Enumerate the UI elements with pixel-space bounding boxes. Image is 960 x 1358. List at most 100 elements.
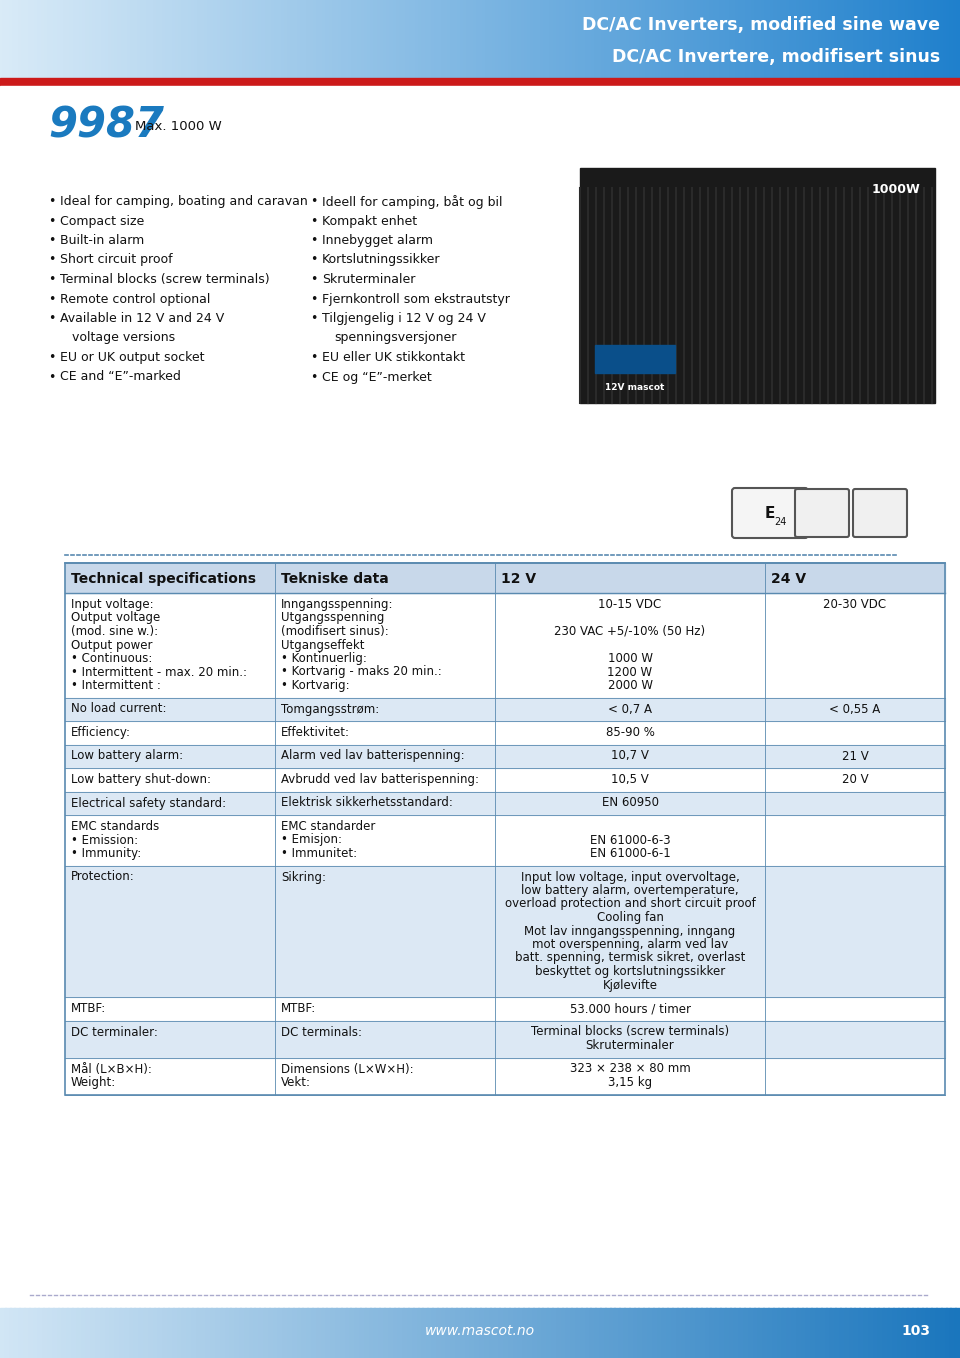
Bar (909, 0, 913, 77)
Text: batt. spenning, termisk sikret, overlast: batt. spenning, termisk sikret, overlast (515, 952, 745, 964)
Bar (266, 0, 270, 77)
Bar (156, 0, 161, 77)
Bar (343, 0, 347, 77)
Bar (660, 0, 663, 77)
Bar (919, 0, 923, 77)
Bar (926, 1308, 932, 1358)
Bar (391, 0, 395, 77)
Text: EN 60950: EN 60950 (602, 797, 659, 809)
Text: Input low voltage, input overvoltage,: Input low voltage, input overvoltage, (520, 870, 739, 884)
Text: •: • (310, 273, 318, 287)
Bar (816, 0, 820, 77)
Text: Input voltage:: Input voltage: (71, 598, 154, 611)
Bar (538, 0, 541, 77)
Bar (809, 0, 814, 77)
Bar (0, 0, 4, 77)
Bar (867, 0, 872, 77)
Bar (202, 1308, 207, 1358)
Text: Compact size: Compact size (60, 215, 144, 228)
Bar (374, 0, 378, 77)
Bar (694, 0, 699, 77)
Bar (525, 0, 529, 77)
Bar (922, 1308, 927, 1358)
Bar (496, 0, 500, 77)
Bar (12, 0, 17, 77)
Bar (547, 0, 551, 77)
Bar (339, 0, 344, 77)
Text: spenningsversjoner: spenningsversjoner (334, 331, 456, 345)
Bar (180, 0, 183, 77)
Bar (490, 1308, 495, 1358)
Bar (125, 0, 129, 77)
Bar (557, 0, 561, 77)
Bar (924, 0, 929, 77)
Text: Inngangsspenning:: Inngangsspenning: (281, 598, 394, 611)
Bar (758, 1308, 764, 1358)
Text: EU or UK output socket: EU or UK output socket (60, 350, 204, 364)
Bar (302, 1308, 308, 1358)
Text: Short circuit proof: Short circuit proof (60, 254, 173, 266)
Text: MTBF:: MTBF: (71, 1002, 107, 1014)
Bar (686, 1308, 692, 1358)
Bar (813, 0, 817, 77)
Bar (300, 0, 305, 77)
Bar (221, 0, 225, 77)
Text: Terminal blocks (screw terminals): Terminal blocks (screw terminals) (60, 273, 270, 287)
Bar (566, 0, 570, 77)
Bar (166, 0, 171, 77)
Bar (365, 0, 369, 77)
Bar (199, 0, 203, 77)
Bar (902, 0, 906, 77)
Text: Effektivitet:: Effektivitet: (281, 727, 350, 739)
Bar (650, 0, 654, 77)
Bar (228, 0, 231, 77)
Bar (955, 1308, 960, 1358)
Bar (110, 1308, 116, 1358)
Text: EN 61000-6-1: EN 61000-6-1 (589, 847, 670, 860)
Bar (608, 0, 612, 77)
Bar (53, 1308, 59, 1358)
Bar (720, 1308, 726, 1358)
Bar (352, 0, 356, 77)
Bar (160, 0, 164, 77)
Bar (60, 0, 65, 77)
Bar (845, 0, 849, 77)
Bar (665, 0, 670, 77)
Text: (modifisert sinus):: (modifisert sinus): (281, 625, 389, 638)
Bar (355, 1308, 361, 1358)
Bar (708, 0, 711, 77)
Bar (317, 1308, 323, 1358)
Bar (854, 1308, 860, 1358)
Bar (86, 1308, 92, 1358)
Text: 53.000 hours / timer: 53.000 hours / timer (569, 1002, 690, 1014)
Bar (732, 0, 737, 77)
Bar (96, 0, 100, 77)
Bar (422, 1308, 428, 1358)
Bar (754, 1308, 759, 1358)
Bar (586, 0, 589, 77)
Bar (70, 0, 75, 77)
Bar (72, 1308, 78, 1358)
Text: •: • (310, 234, 318, 247)
Bar (948, 0, 951, 77)
Bar (326, 1308, 332, 1358)
Bar (243, 0, 248, 77)
Bar (778, 1308, 783, 1358)
Bar (672, 0, 676, 77)
Bar (178, 1308, 183, 1358)
Text: 1000W: 1000W (872, 183, 920, 196)
Text: Vekt:: Vekt: (281, 1076, 311, 1089)
Bar (698, 0, 702, 77)
Text: Sikring:: Sikring: (281, 870, 326, 884)
Text: •: • (310, 254, 318, 266)
Bar (10, 0, 13, 77)
Bar (437, 1308, 443, 1358)
Bar (832, 0, 836, 77)
Bar (444, 0, 449, 77)
Bar (701, 1308, 707, 1358)
Bar (442, 1308, 447, 1358)
Bar (304, 0, 308, 77)
Bar (245, 1308, 251, 1358)
Bar (780, 0, 785, 77)
Bar (29, 1308, 35, 1358)
